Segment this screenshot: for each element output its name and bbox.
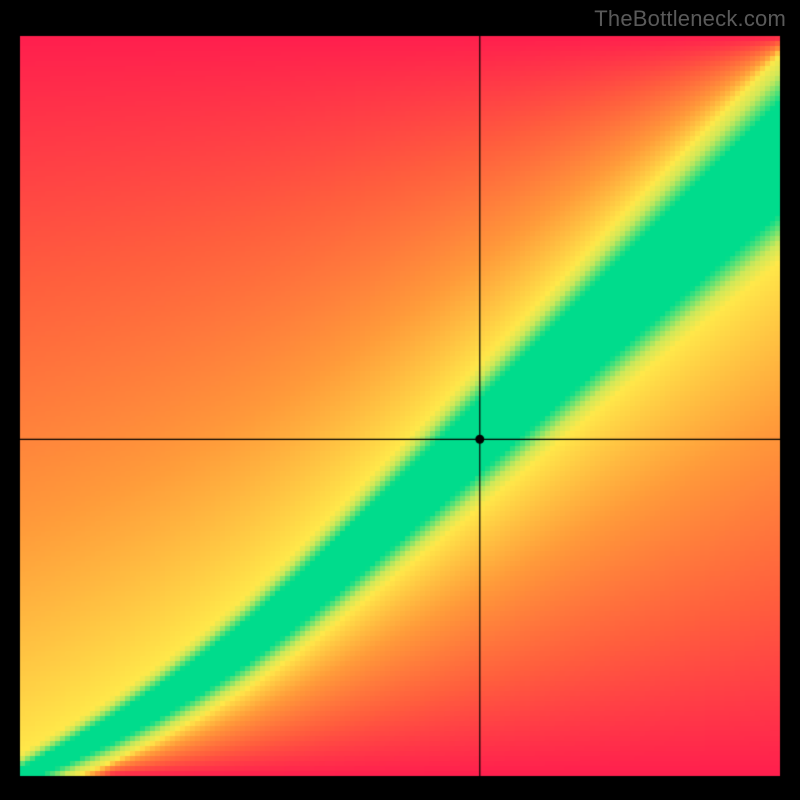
watermark-label: TheBottleneck.com <box>594 6 786 32</box>
heatmap-canvas <box>0 0 800 800</box>
chart-root: TheBottleneck.com <box>0 0 800 800</box>
